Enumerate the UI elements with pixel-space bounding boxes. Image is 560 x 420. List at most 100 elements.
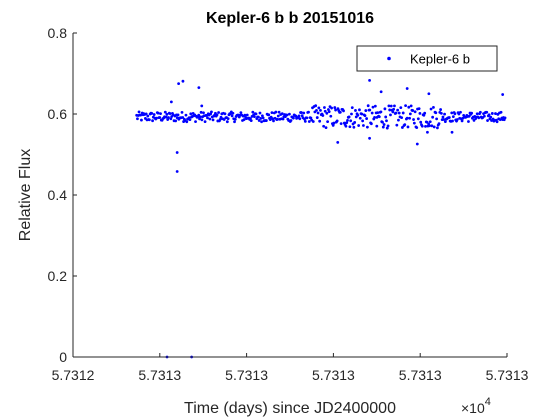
data-point	[365, 117, 368, 120]
data-point	[358, 108, 361, 112]
data-point	[385, 126, 389, 130]
data-point	[334, 108, 337, 112]
data-point	[495, 120, 499, 124]
data-point	[176, 113, 180, 117]
data-point	[441, 115, 445, 119]
data-point	[381, 120, 384, 124]
data-point	[405, 87, 409, 90]
data-point	[318, 119, 322, 123]
data-point	[335, 119, 339, 123]
data-point	[315, 109, 318, 112]
data-point	[467, 114, 471, 118]
data-point	[215, 113, 219, 117]
data-point	[364, 109, 368, 112]
data-point	[223, 112, 227, 116]
data-point	[327, 108, 330, 111]
data-point	[443, 120, 447, 124]
data-point	[427, 92, 431, 96]
data-point	[339, 122, 343, 126]
data-point	[314, 104, 318, 108]
x-tick-label: 5.7313	[399, 367, 442, 383]
data-point	[144, 112, 148, 116]
data-point	[330, 106, 333, 110]
data-point	[188, 118, 192, 122]
data-point	[194, 120, 197, 123]
data-point	[487, 113, 491, 117]
data-point	[319, 109, 322, 112]
data-point	[211, 118, 215, 122]
data-point	[348, 125, 352, 129]
legend-marker	[387, 56, 391, 61]
data-point	[300, 114, 304, 118]
data-point	[292, 116, 295, 120]
data-point	[239, 111, 243, 115]
data-point	[434, 111, 438, 115]
data-point	[435, 117, 439, 121]
data-point	[347, 115, 351, 119]
data-point	[417, 107, 421, 111]
data-point	[311, 120, 315, 123]
data-point	[210, 110, 213, 114]
data-point	[431, 115, 435, 119]
data-point	[459, 110, 462, 114]
data-point	[259, 116, 263, 120]
data-point	[257, 119, 261, 122]
data-point	[357, 124, 361, 127]
data-point	[363, 114, 367, 118]
data-point	[276, 117, 279, 121]
x-axis-label: Time (days) since JD2400000	[184, 400, 396, 417]
data-point	[368, 136, 371, 140]
data-point	[243, 113, 247, 117]
data-point	[404, 104, 407, 108]
data-point	[185, 120, 189, 124]
data-point	[393, 104, 396, 108]
data-point	[167, 116, 170, 119]
data-point	[436, 126, 439, 130]
data-point	[202, 111, 205, 115]
data-point	[439, 111, 443, 115]
data-point	[368, 78, 371, 82]
data-point	[371, 105, 375, 109]
data-point	[230, 114, 234, 118]
data-point	[395, 123, 399, 127]
data-point	[439, 108, 442, 111]
data-point	[258, 111, 262, 115]
data-point	[475, 112, 479, 116]
data-point	[233, 117, 237, 121]
data-point	[332, 121, 336, 125]
data-point	[349, 119, 353, 123]
data-point	[401, 111, 405, 115]
data-point	[200, 104, 204, 108]
data-point	[389, 113, 392, 117]
data-point	[174, 119, 178, 123]
data-point	[272, 119, 275, 123]
data-point	[443, 112, 446, 116]
data-point	[423, 111, 427, 115]
data-point	[470, 111, 474, 115]
data-point	[429, 107, 433, 111]
data-point	[412, 121, 416, 125]
data-point	[356, 113, 360, 117]
legend-box	[356, 45, 498, 72]
data-point	[323, 106, 326, 109]
data-point	[249, 117, 252, 120]
data-point	[253, 115, 256, 119]
data-point	[307, 110, 310, 114]
data-point	[346, 118, 349, 122]
data-point	[151, 119, 154, 123]
data-point	[432, 106, 435, 109]
data-point	[415, 126, 419, 129]
data-point	[208, 117, 212, 121]
data-point	[389, 104, 393, 108]
data-point	[231, 111, 235, 115]
data-point	[376, 111, 380, 115]
data-point	[368, 108, 372, 112]
data-point	[152, 113, 156, 116]
data-point	[419, 120, 423, 124]
data-point	[299, 111, 303, 114]
data-point	[366, 104, 370, 108]
data-point	[147, 118, 151, 122]
data-point	[358, 116, 362, 120]
data-point	[360, 112, 364, 116]
data-point	[271, 117, 275, 121]
